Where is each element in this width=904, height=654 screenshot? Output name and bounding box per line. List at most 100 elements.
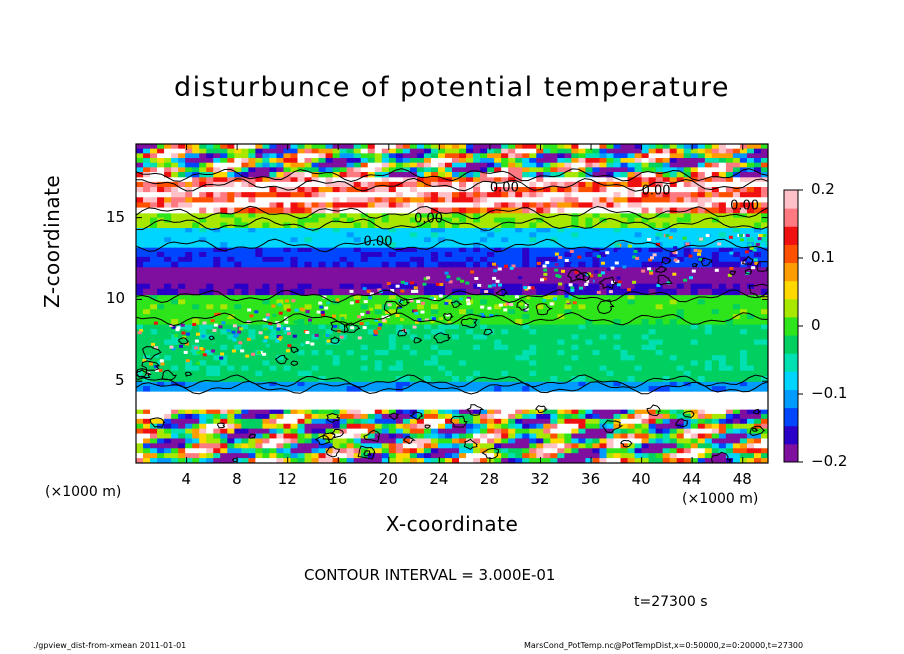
heatmap-cell [444, 418, 453, 425]
heatmap-cell [592, 418, 601, 425]
heatmap-cell [746, 404, 755, 410]
heatmap-cell [606, 334, 615, 341]
heatmap-cell [662, 288, 671, 296]
heatmap-cell [760, 237, 768, 243]
heatmap-cell [529, 288, 537, 296]
heatmap-cell [199, 448, 207, 454]
heatmap-cell [501, 329, 509, 335]
heatmap-cell [669, 370, 678, 377]
heatmap-cell [199, 381, 207, 387]
heatmap-cell [571, 428, 579, 435]
heatmap-cell [557, 261, 565, 268]
heatmap-cell [304, 187, 313, 193]
heatmap-cell [234, 304, 242, 310]
heatmap-cell [732, 256, 741, 263]
heatmap-cell [557, 309, 565, 315]
heatmap-cell [550, 453, 558, 459]
heatmap-cell [459, 242, 467, 248]
heatmap-cell [339, 453, 348, 459]
heatmap-cell [599, 409, 608, 415]
heatmap-cell [585, 304, 594, 310]
heatmap-cell [536, 344, 544, 351]
heatmap-cell [683, 283, 692, 290]
heatmap-cell [360, 304, 369, 310]
heatmap-cell [430, 237, 439, 243]
heatmap-cell [522, 423, 530, 430]
heatmap-cell [157, 261, 165, 268]
heatmap-cell [760, 339, 768, 346]
heatmap-cell [571, 355, 579, 361]
heatmap-cell [206, 227, 214, 233]
heatmap-cell [164, 283, 172, 290]
heatmap-cell [367, 400, 376, 406]
heatmap-cell [374, 283, 383, 290]
heatmap-cell [627, 409, 636, 415]
heatmap-cell [494, 242, 502, 248]
heatmap-cell [529, 197, 537, 204]
heatmap-cell [494, 339, 502, 346]
heatmap-cell [395, 409, 404, 415]
heatmap-cell [543, 438, 551, 444]
heatmap-cell [697, 304, 706, 310]
heatmap-cell [395, 386, 404, 392]
heatmap-cell [150, 309, 158, 315]
heatmap-cell [676, 381, 685, 387]
heatmap-cell [241, 418, 249, 425]
heatmap-cell [711, 404, 720, 410]
heatmap-cell [388, 391, 397, 397]
heatmap-cell [620, 418, 629, 425]
heatmap-cell [234, 349, 242, 356]
heatmap-cell [564, 232, 572, 238]
heatmap-cell [325, 222, 334, 229]
heatmap-cell [718, 283, 727, 290]
heatmap-cell [704, 418, 713, 425]
heatmap-cell [571, 386, 579, 392]
heatmap-cell [332, 404, 341, 410]
heatmap-cell [704, 404, 713, 410]
heatmap-cell [697, 453, 706, 459]
heatmap-cell [318, 409, 327, 415]
heatmap-cell [171, 443, 179, 449]
heatmap-cell [185, 334, 193, 341]
heatmap-cell [304, 247, 313, 253]
heatmap-cell [262, 355, 271, 361]
heatmap-cell [585, 391, 594, 397]
heatmap-cell [353, 409, 362, 415]
heatmap-cell [760, 294, 768, 301]
heatmap-cell [283, 309, 292, 315]
heatmap-cell [353, 283, 362, 290]
heatmap-cell [655, 344, 664, 351]
heatmap-cell [136, 428, 144, 435]
heatmap-cell [578, 237, 587, 243]
heatmap-cell [690, 232, 699, 238]
heatmap-cell [473, 349, 481, 356]
heatmap-cell [262, 365, 271, 372]
heatmap-cell [452, 391, 460, 397]
heatmap-cell [409, 443, 418, 449]
heatmap-cell [508, 339, 516, 346]
heatmap-cell [529, 400, 537, 406]
heatmap-cell [409, 251, 418, 258]
heatmap-cell [283, 386, 292, 392]
heatmap-cell [339, 448, 348, 454]
heatmap-cell [683, 277, 692, 284]
heatmap-cell [430, 181, 439, 188]
heatmap-cell [564, 409, 572, 415]
heatmap-cell [353, 329, 362, 335]
heatmap-cell [255, 212, 263, 219]
heatmap-cell [522, 418, 530, 425]
heatmap-cell [339, 217, 348, 224]
heatmap-cell [592, 266, 601, 273]
heatmap-cell [360, 370, 369, 377]
heatmap-cell [760, 334, 768, 341]
heatmap-cell [143, 202, 151, 209]
heatmap-cell [599, 192, 608, 198]
heatmap-cell [466, 334, 474, 341]
heatmap-cell [662, 339, 671, 346]
heatmap-cell [164, 277, 172, 284]
heatmap-cell [480, 344, 488, 351]
heatmap-cell [353, 261, 362, 268]
heatmap-cell [395, 256, 404, 263]
heatmap-cell [592, 423, 601, 430]
heatmap-cell [388, 355, 397, 361]
